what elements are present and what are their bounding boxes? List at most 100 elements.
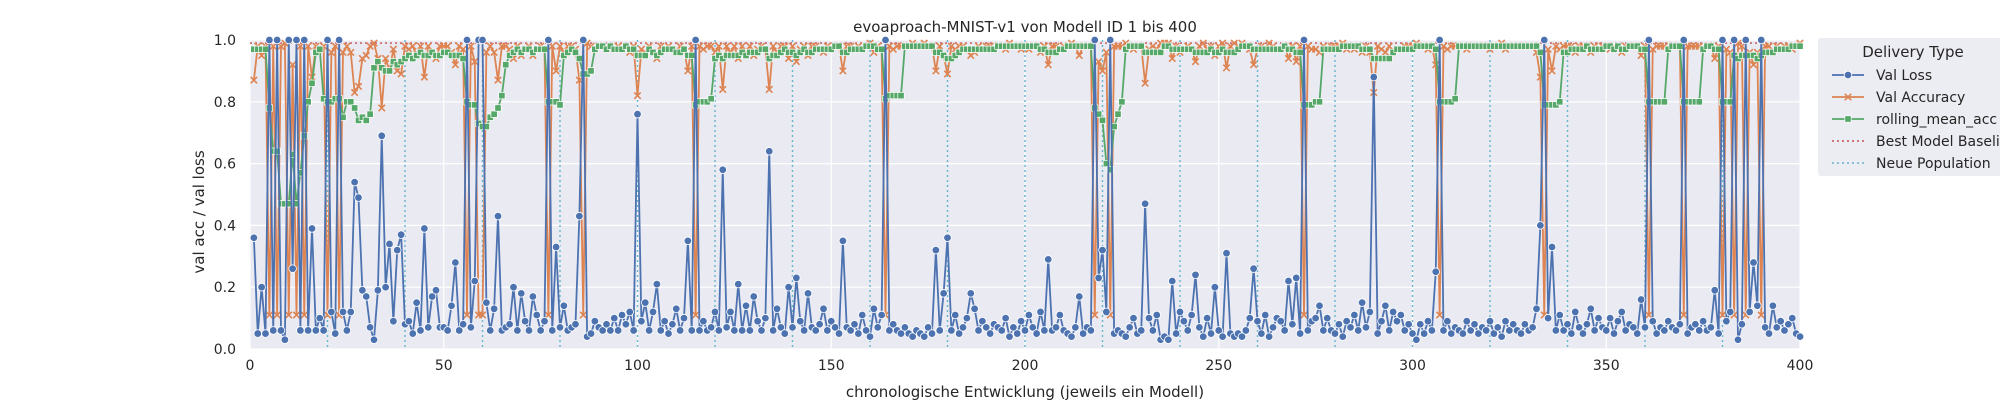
data-point-rolling_mean_acc — [1695, 98, 1703, 106]
data-point-val_loss — [590, 316, 600, 326]
data-point-val_loss — [687, 326, 696, 335]
data-point-rolling_mean_acc — [1796, 42, 1804, 50]
data-point-val_loss — [1214, 326, 1223, 335]
data-point-val_loss — [1315, 301, 1324, 310]
data-point-rolling_mean_acc — [1087, 42, 1095, 50]
data-point-val_loss — [269, 326, 278, 335]
data-point-val_loss — [811, 326, 820, 335]
data-point-val_loss — [1377, 316, 1386, 326]
data-point-val_loss — [1280, 326, 1289, 335]
data-point-val_loss — [489, 304, 499, 314]
x-tick-label: 250 — [1205, 358, 1232, 374]
y-tick-label: 0.0 — [214, 342, 236, 358]
data-point-rolling_mean_acc — [300, 132, 308, 140]
data-point-val_loss — [1249, 264, 1258, 273]
data-point-rolling_mean_acc — [296, 169, 304, 177]
data-point-val_loss — [823, 326, 832, 335]
data-point-val_loss — [517, 289, 526, 298]
data-point-val_loss — [451, 258, 460, 267]
legend: Delivery Type Val Loss Val Accuracy rollin… — [1818, 38, 2000, 176]
data-point-val_loss — [1013, 329, 1022, 338]
data-point-val_loss — [1001, 313, 1010, 323]
data-point-val_loss — [749, 292, 758, 301]
data-point-val_loss — [1055, 310, 1065, 320]
data-point-val_accuracy — [718, 85, 727, 94]
data-point-val_loss — [1443, 316, 1452, 326]
data-point-val_loss — [803, 289, 813, 298]
data-point-val_loss — [315, 313, 324, 323]
data-point-val_loss — [889, 320, 898, 329]
data-point-val_loss — [776, 323, 786, 332]
data-point-val_accuracy — [687, 42, 696, 50]
data-point-val_loss — [1245, 313, 1254, 323]
data-point-val_loss — [706, 323, 716, 332]
data-point-val_accuracy — [350, 88, 359, 97]
data-point-val_loss — [303, 326, 313, 335]
data-point-val_loss — [280, 335, 290, 344]
data-point-val_accuracy — [1544, 45, 1552, 54]
data-point-val_loss — [947, 326, 956, 335]
data-point-val_loss — [668, 320, 677, 329]
data-point-val_accuracy — [1381, 48, 1390, 57]
data-point-val_loss — [1071, 323, 1080, 332]
data-point-val_accuracy — [1637, 51, 1645, 60]
data-point-val_accuracy — [1300, 311, 1308, 319]
data-point-val_loss — [1536, 221, 1545, 230]
data-point-val_loss — [1543, 313, 1553, 323]
data-point-rolling_mean_acc — [347, 98, 355, 106]
legend-label: Best Model Baseline — [1876, 134, 2000, 150]
data-point-val_accuracy — [1765, 42, 1773, 50]
data-point-val_accuracy — [769, 42, 777, 50]
data-point-val_loss — [1408, 329, 1417, 338]
data-point-val_accuracy — [362, 51, 371, 60]
data-point-val_loss — [1501, 316, 1510, 326]
data-point-val_loss — [575, 211, 584, 221]
data-point-val_loss — [288, 264, 297, 273]
data-point-val_loss — [257, 283, 266, 292]
data-point-rolling_mean_acc — [680, 45, 688, 53]
data-point-val_loss — [854, 329, 863, 338]
data-point-val_loss — [396, 230, 406, 239]
data-point-val_loss — [1695, 326, 1704, 335]
data-point-rolling_mean_acc — [630, 45, 638, 53]
data-point-val_loss — [1396, 310, 1406, 320]
data-point-rolling_mean_acc — [366, 110, 374, 118]
data-point-val_loss — [1253, 316, 1262, 326]
data-point-val_loss — [416, 326, 425, 335]
data-point-val_loss — [408, 329, 417, 338]
data-point-val_loss — [505, 320, 514, 329]
data-point-val_loss — [1400, 326, 1409, 335]
data-point-val_loss — [850, 320, 859, 329]
data-point-val_loss — [1439, 326, 1448, 335]
data-point-val_loss — [1691, 320, 1700, 329]
data-point-rolling_mean_acc — [308, 79, 316, 87]
series-val_loss — [249, 35, 1805, 344]
data-point-val_loss — [1121, 332, 1130, 341]
data-point-val_loss — [424, 323, 433, 332]
data-point-val_loss — [272, 35, 282, 45]
data-point-val_loss — [323, 35, 332, 45]
data-point-val_accuracy — [746, 42, 754, 50]
data-point-val_loss — [1613, 316, 1623, 326]
data-point-val_accuracy — [339, 48, 347, 57]
data-point-val_loss — [482, 298, 491, 307]
data-point-val_loss — [1540, 35, 1549, 45]
data-point-val_loss — [1140, 199, 1150, 208]
data-point-rolling_mean_acc — [540, 45, 549, 53]
data-point-val_loss — [734, 279, 743, 289]
data-point-val_loss — [648, 307, 658, 317]
data-point-val_loss — [1392, 316, 1402, 326]
data-point-val_loss — [1474, 329, 1483, 338]
data-point-val_loss — [1373, 329, 1382, 338]
data-point-val_loss — [1753, 301, 1762, 310]
data-point-val_loss — [1218, 332, 1227, 341]
data-point-val_loss — [393, 245, 402, 255]
data-point-val_accuracy — [265, 311, 274, 319]
data-point-val_loss — [362, 292, 371, 301]
data-point-val_accuracy — [1075, 51, 1084, 60]
data-point-val_loss — [1605, 313, 1615, 323]
data-point-val_loss — [1137, 326, 1146, 335]
data-point-val_accuracy — [1191, 57, 1200, 66]
data-point-val_loss — [1640, 323, 1650, 332]
